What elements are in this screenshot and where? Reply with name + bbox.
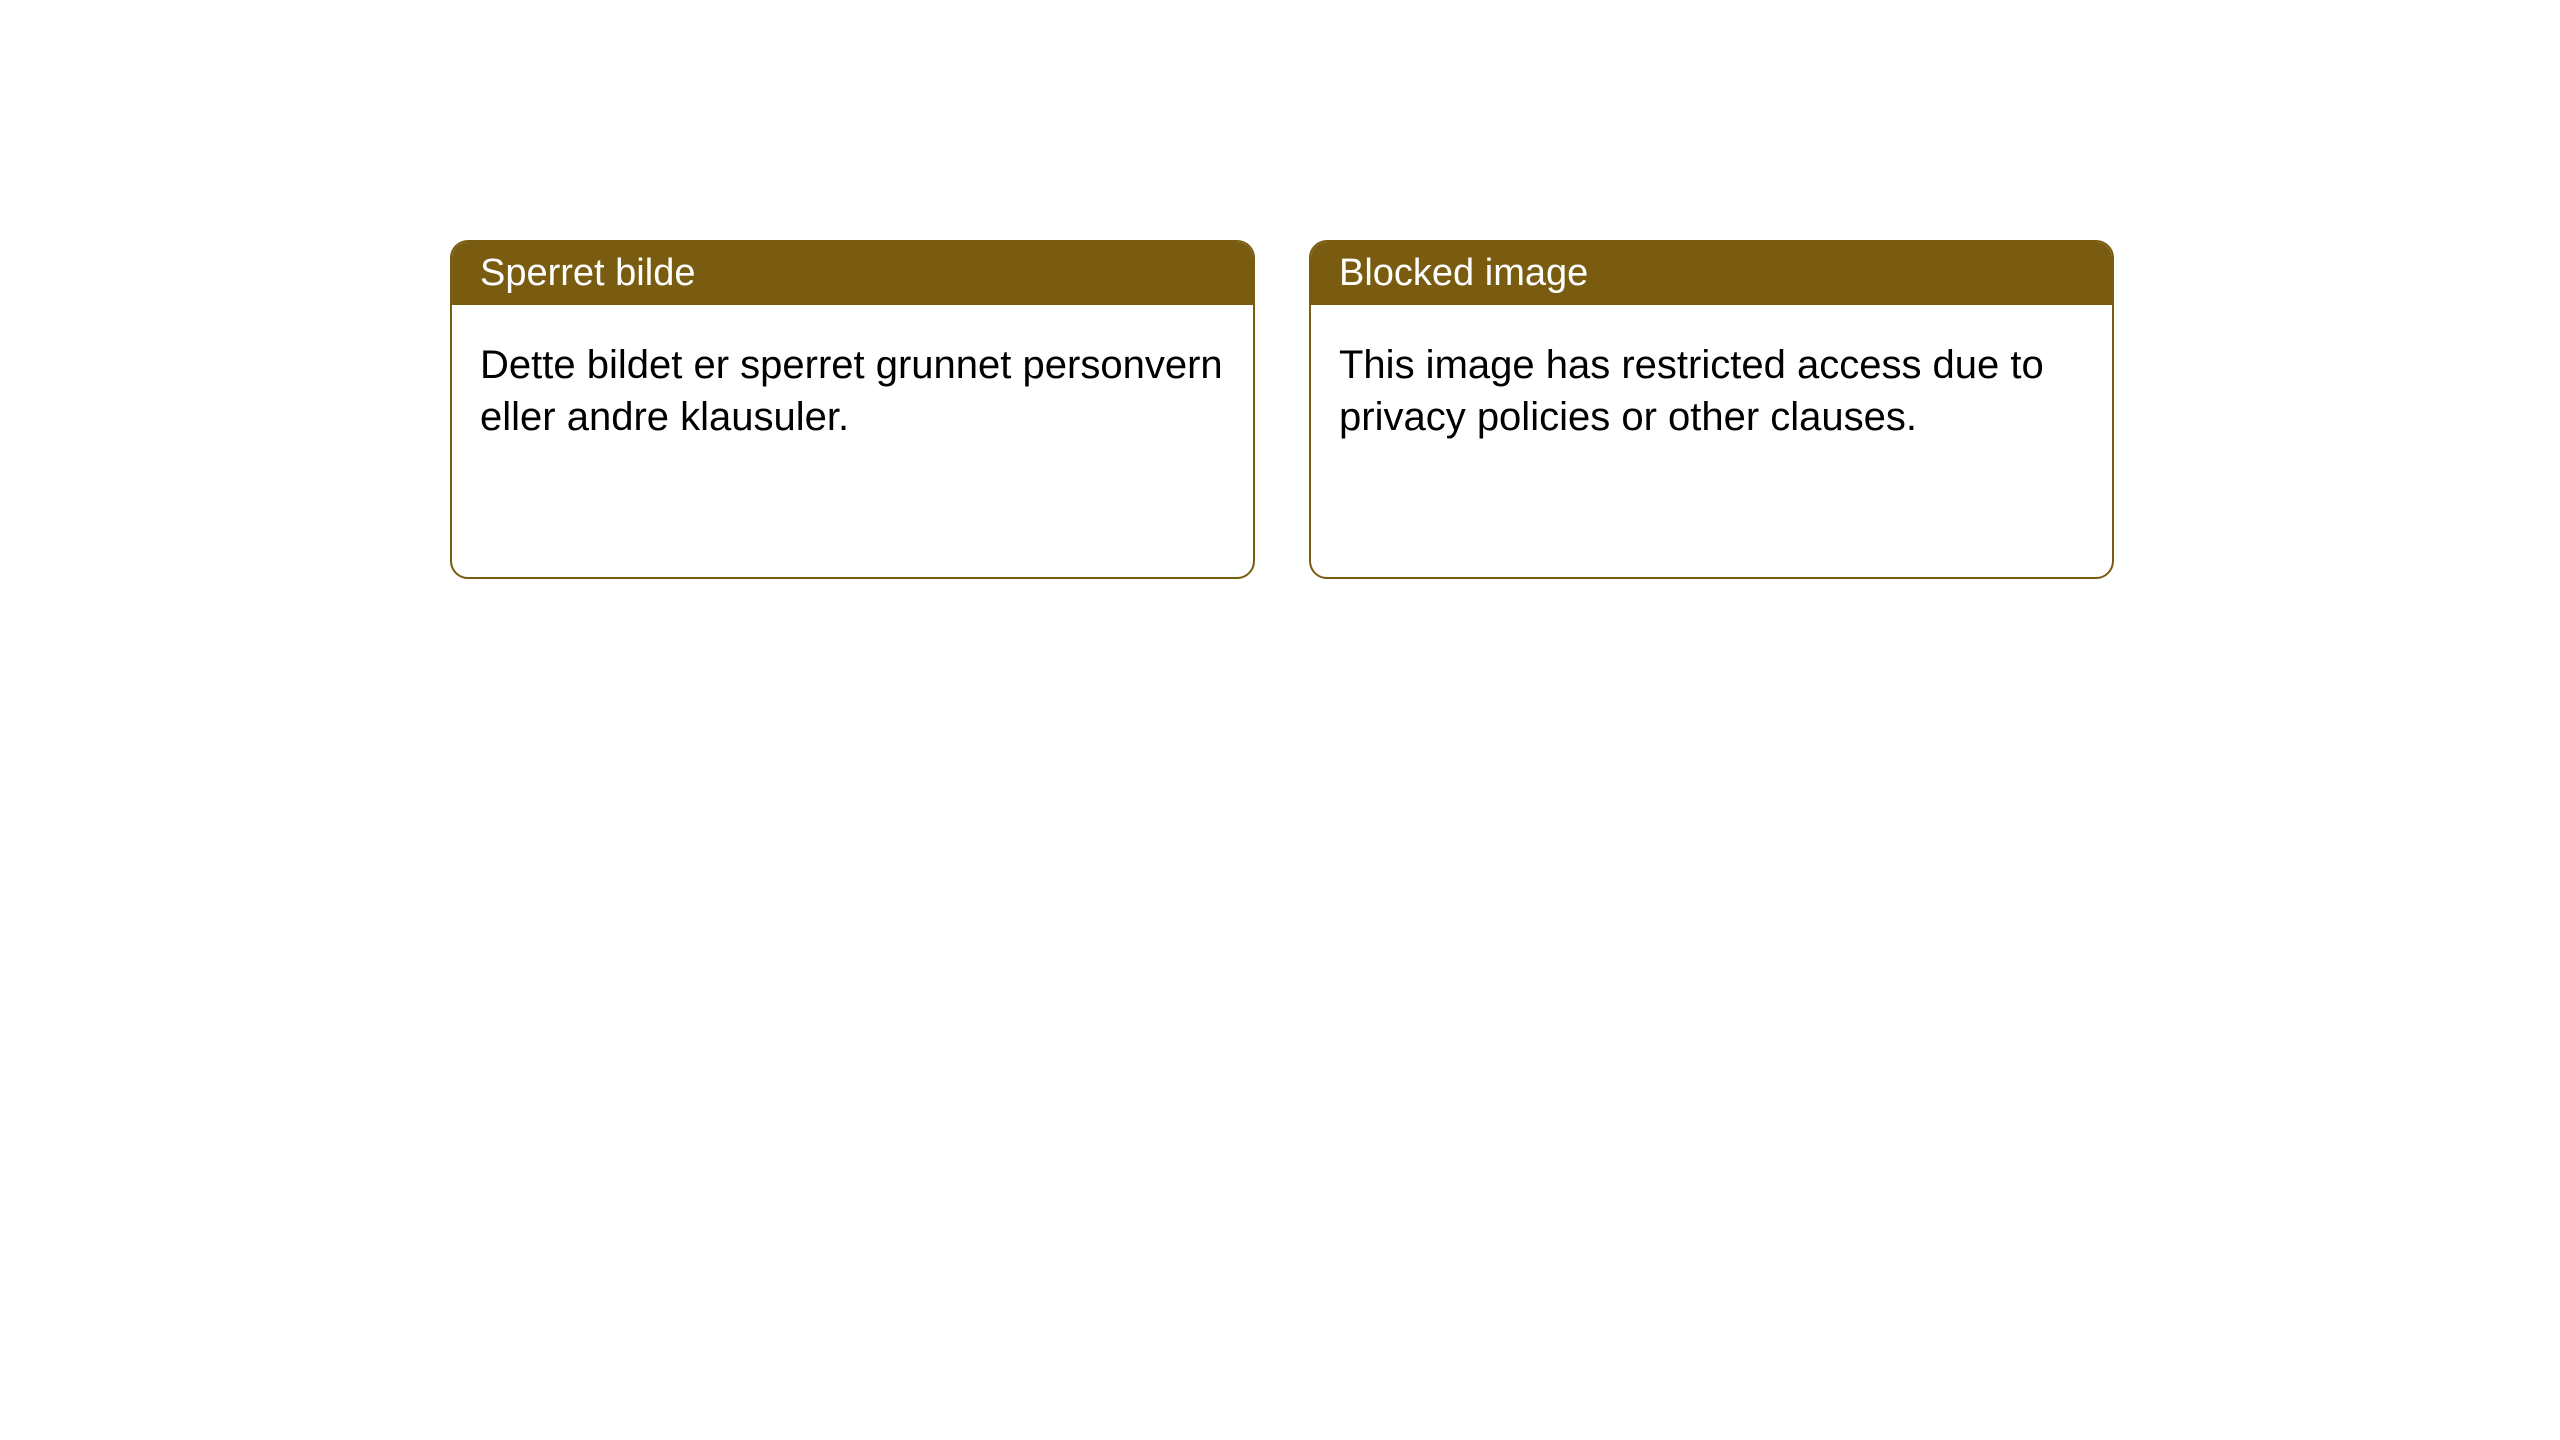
card-body-norwegian: Dette bildet er sperret grunnet personve… bbox=[452, 305, 1253, 577]
card-title-norwegian: Sperret bilde bbox=[452, 242, 1253, 305]
card-title-english: Blocked image bbox=[1311, 242, 2112, 305]
cards-container: Sperret bilde Dette bildet er sperret gr… bbox=[450, 240, 2114, 579]
card-english: Blocked image This image has restricted … bbox=[1309, 240, 2114, 579]
card-norwegian: Sperret bilde Dette bildet er sperret gr… bbox=[450, 240, 1255, 579]
card-body-english: This image has restricted access due to … bbox=[1311, 305, 2112, 577]
